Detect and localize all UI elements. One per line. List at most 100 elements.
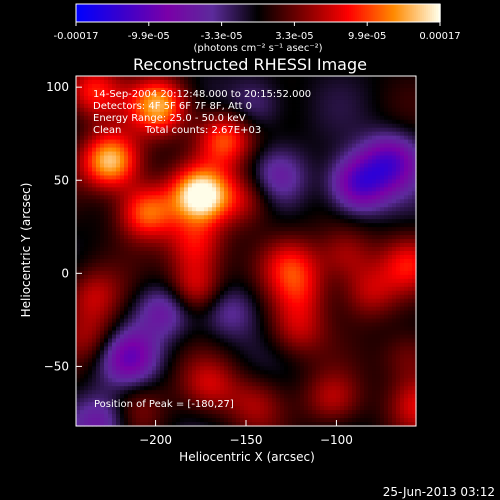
heatmap-cell bbox=[196, 79, 201, 85]
heatmap-cell bbox=[228, 199, 233, 204]
heatmap-cell bbox=[228, 111, 233, 117]
heatmap-cell bbox=[368, 139, 373, 145]
heatmap-cell bbox=[292, 235, 297, 240]
heatmap-cell bbox=[372, 282, 377, 288]
heatmap-cell bbox=[144, 171, 149, 177]
heatmap-cell bbox=[404, 119, 409, 125]
heatmap-cell bbox=[256, 123, 261, 129]
heatmap-cell bbox=[192, 266, 197, 272]
heatmap-cell bbox=[132, 199, 137, 204]
heatmap-cell bbox=[192, 79, 197, 85]
heatmap-cell bbox=[76, 262, 81, 268]
heatmap-cell bbox=[180, 258, 185, 264]
heatmap-cell bbox=[248, 294, 253, 300]
heatmap-cell bbox=[148, 266, 153, 272]
heatmap-cell bbox=[132, 286, 137, 292]
heatmap-cell bbox=[92, 294, 97, 300]
heatmap-cell bbox=[404, 179, 409, 184]
heatmap-cell bbox=[396, 179, 401, 184]
heatmap-cell bbox=[400, 254, 405, 260]
heatmap-cell bbox=[192, 135, 197, 141]
heatmap-cell bbox=[220, 123, 225, 129]
heatmap-cell bbox=[176, 155, 181, 161]
heatmap-cell bbox=[348, 107, 353, 113]
heatmap-cell bbox=[264, 143, 269, 149]
heatmap-cell bbox=[368, 147, 373, 153]
heatmap-cell bbox=[168, 91, 173, 97]
heatmap-cell bbox=[352, 171, 357, 177]
heatmap-cell bbox=[132, 223, 137, 228]
heatmap-cell bbox=[176, 195, 181, 200]
heatmap-cell bbox=[248, 91, 253, 97]
heatmap-cell bbox=[156, 203, 161, 208]
heatmap-cell bbox=[304, 187, 309, 192]
heatmap-cell bbox=[256, 251, 261, 256]
heatmap-cell bbox=[172, 79, 177, 85]
heatmap-cell bbox=[412, 215, 417, 220]
heatmap-cell bbox=[188, 251, 193, 256]
heatmap-cell bbox=[228, 79, 233, 85]
heatmap-cell bbox=[316, 227, 321, 232]
heatmap-cell bbox=[140, 239, 145, 244]
heatmap-cell bbox=[164, 231, 169, 236]
heatmap-cell bbox=[272, 127, 277, 133]
heatmap-cell bbox=[184, 207, 189, 212]
heatmap-cell bbox=[192, 175, 197, 181]
heatmap-cell bbox=[392, 191, 397, 196]
heatmap-cell bbox=[208, 199, 213, 204]
heatmap-cell bbox=[244, 278, 249, 284]
heatmap-cell bbox=[252, 254, 257, 260]
heatmap-cell bbox=[404, 79, 409, 85]
heatmap-cell bbox=[336, 111, 341, 117]
heatmap-cell bbox=[328, 155, 333, 161]
heatmap-cell bbox=[200, 207, 205, 212]
heatmap-cell bbox=[136, 203, 141, 208]
colorbar-segment bbox=[296, 4, 300, 22]
heatmap-cell bbox=[348, 159, 353, 165]
heatmap-cell bbox=[388, 223, 393, 228]
heatmap-cell bbox=[312, 195, 317, 200]
heatmap-cell bbox=[228, 191, 233, 196]
heatmap-cell bbox=[156, 278, 161, 284]
heatmap-cell bbox=[340, 258, 345, 264]
heatmap-cell bbox=[364, 179, 369, 184]
heatmap-cell bbox=[228, 239, 233, 244]
colorbar-segment bbox=[189, 4, 192, 22]
heatmap-cell bbox=[160, 83, 165, 89]
heatmap-cell bbox=[364, 235, 369, 240]
heatmap-cell bbox=[84, 274, 89, 280]
heatmap-cell bbox=[228, 266, 233, 272]
heatmap-cell bbox=[368, 167, 373, 173]
heatmap-cell bbox=[404, 251, 409, 256]
heatmap-cell bbox=[312, 139, 317, 145]
colorbar-segment bbox=[298, 4, 302, 22]
heatmap-cell bbox=[180, 139, 185, 145]
heatmap-cell bbox=[356, 278, 361, 284]
heatmap-cell bbox=[184, 163, 189, 169]
heatmap-cell bbox=[376, 99, 381, 105]
heatmap-cell bbox=[140, 123, 145, 129]
heatmap-cell bbox=[356, 76, 361, 81]
heatmap-cell bbox=[220, 254, 225, 260]
heatmap-cell bbox=[228, 235, 233, 240]
heatmap-cell bbox=[352, 191, 357, 196]
heatmap-cell bbox=[296, 183, 301, 188]
heatmap-cell bbox=[360, 211, 365, 216]
heatmap-cell bbox=[108, 286, 113, 292]
heatmap-cell bbox=[112, 119, 117, 125]
heatmap-cell bbox=[80, 203, 85, 208]
heatmap-cell bbox=[360, 231, 365, 236]
heatmap-cell bbox=[88, 254, 93, 260]
colorbar-segment bbox=[116, 4, 120, 22]
heatmap-cell bbox=[280, 227, 285, 232]
heatmap-cell bbox=[360, 270, 365, 276]
heatmap-cell bbox=[104, 167, 109, 173]
heatmap-cell bbox=[256, 179, 261, 184]
heatmap-cell bbox=[260, 139, 265, 145]
colorbar-segment bbox=[134, 4, 138, 22]
heatmap-cell bbox=[308, 155, 313, 161]
heatmap-cell bbox=[156, 247, 161, 252]
heatmap-cell bbox=[200, 231, 205, 236]
heatmap-cell bbox=[368, 115, 373, 121]
heatmap-cell bbox=[264, 155, 269, 161]
